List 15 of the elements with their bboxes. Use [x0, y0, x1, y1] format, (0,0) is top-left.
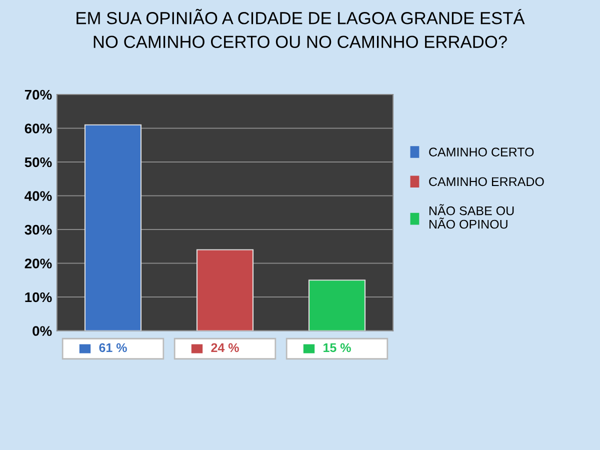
y-tick-label: 20% [24, 258, 52, 268]
legend-label: NÃO SABE OU NÃO OPINOU [429, 204, 514, 229]
y-tick-label: 40% [24, 191, 52, 201]
y-tick-label: 30% [24, 224, 52, 235]
y-tick-label: 0% [32, 326, 52, 336]
y-tick-label: 70% [24, 90, 52, 100]
y-tick-label: 60% [24, 124, 52, 134]
y-tick-label: 10% [25, 292, 52, 302]
data-label: 24 % [211, 343, 239, 352]
legend-label: CAMINHO ERRADO [429, 177, 544, 186]
data-label: 61 % [99, 343, 127, 352]
chart-title: EM SUA OPINIÃO A CIDADE DE LAGOA GRANDE ESTÁ NO CAMINHO CERTO OU NO CAMINHO ERRADO? [76, 8, 525, 48]
y-tick-label: 50% [24, 157, 52, 168]
legend-label: CAMINHO CERTO [429, 148, 534, 156]
data-label: 15 % [324, 343, 351, 352]
